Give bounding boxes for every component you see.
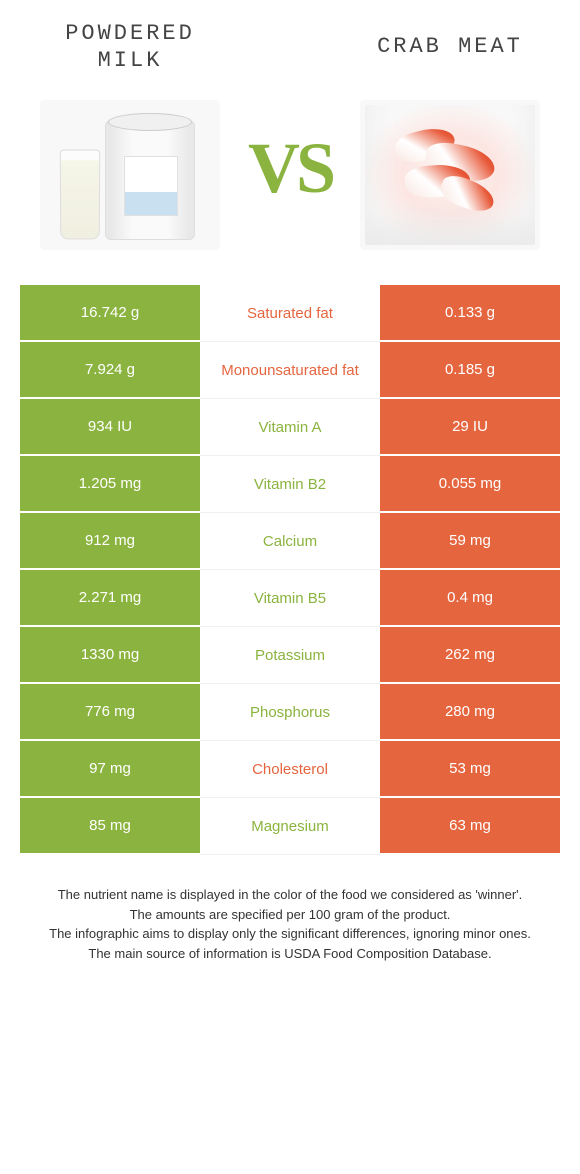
value-right: 63 mg [380,798,560,855]
value-left: 97 mg [20,741,200,798]
food-left-image [40,100,220,250]
value-right: 0.185 g [380,342,560,399]
nutrient-comparison-table: 16.742 gSaturated fat0.133 g7.924 gMonou… [20,285,560,855]
comparison-header: POWDERED MILK VS CRAB MEAT [0,0,580,270]
value-right: 0.055 mg [380,456,560,513]
milk-illustration [50,105,210,245]
value-right: 262 mg [380,627,560,684]
table-row: 97 mgCholesterol53 mg [20,741,560,798]
footer-line: The infographic aims to display only the… [20,924,560,944]
value-right: 59 mg [380,513,560,570]
food-right-block: CRAB MEAT [350,20,550,250]
nutrient-label: Vitamin B5 [200,570,380,627]
value-left: 776 mg [20,684,200,741]
food-right-title: CRAB MEAT [377,20,523,75]
table-row: 1.205 mgVitamin B20.055 mg [20,456,560,513]
nutrient-label: Vitamin B2 [200,456,380,513]
food-right-image [360,100,540,250]
table-row: 16.742 gSaturated fat0.133 g [20,285,560,342]
value-left: 85 mg [20,798,200,855]
footer-line: The nutrient name is displayed in the co… [20,885,560,905]
value-left: 1330 mg [20,627,200,684]
food-left-block: POWDERED MILK [30,20,230,250]
crab-illustration [365,105,535,245]
value-left: 934 IU [20,399,200,456]
table-row: 7.924 gMonounsaturated fat0.185 g [20,342,560,399]
milk-can-icon [105,120,195,240]
table-row: 934 IUVitamin A29 IU [20,399,560,456]
value-left: 7.924 g [20,342,200,399]
footer-notes: The nutrient name is displayed in the co… [20,885,560,963]
value-left: 912 mg [20,513,200,570]
value-left: 1.205 mg [20,456,200,513]
nutrient-label: Saturated fat [200,285,380,342]
table-row: 2.271 mgVitamin B50.4 mg [20,570,560,627]
footer-line: The amounts are specified per 100 gram o… [20,905,560,925]
milk-glass-icon [60,150,100,240]
table-row: 85 mgMagnesium63 mg [20,798,560,855]
table-row: 776 mgPhosphorus280 mg [20,684,560,741]
table-row: 1330 mgPotassium262 mg [20,627,560,684]
value-right: 53 mg [380,741,560,798]
nutrient-label: Magnesium [200,798,380,855]
value-left: 2.271 mg [20,570,200,627]
value-right: 29 IU [380,399,560,456]
value-left: 16.742 g [20,285,200,342]
food-left-title: POWDERED MILK [30,20,230,75]
value-right: 0.133 g [380,285,560,342]
nutrient-label: Potassium [200,627,380,684]
nutrient-label: Calcium [200,513,380,570]
value-right: 0.4 mg [380,570,560,627]
nutrient-label: Vitamin A [200,399,380,456]
table-row: 912 mgCalcium59 mg [20,513,560,570]
nutrient-label: Monounsaturated fat [200,342,380,399]
value-right: 280 mg [380,684,560,741]
vs-label: VS [248,127,332,210]
footer-line: The main source of information is USDA F… [20,944,560,964]
nutrient-label: Cholesterol [200,741,380,798]
nutrient-label: Phosphorus [200,684,380,741]
